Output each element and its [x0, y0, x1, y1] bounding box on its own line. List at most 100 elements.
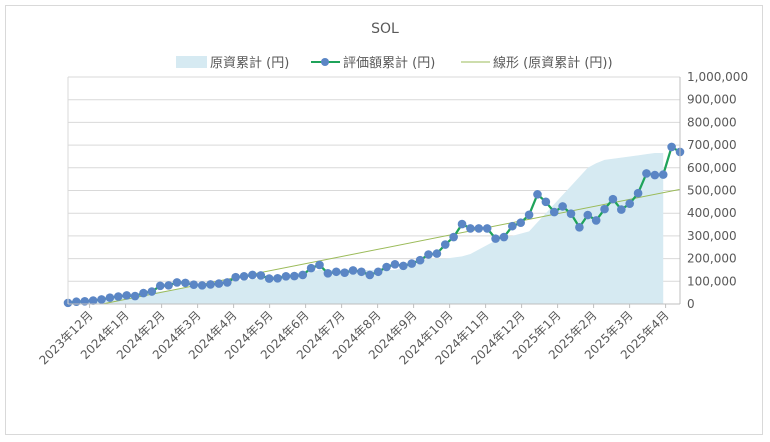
valuation-point — [122, 291, 131, 300]
valuation-point — [499, 232, 509, 242]
valuation-point — [315, 260, 324, 270]
valuation-point — [290, 271, 299, 281]
chart-title: SOL — [371, 21, 399, 37]
valuation-point — [222, 278, 232, 287]
valuation-point — [591, 216, 601, 225]
capital-area-shape — [68, 153, 664, 304]
valuation-point — [524, 210, 534, 220]
gridlines — [68, 76, 680, 282]
valuation-point — [474, 224, 484, 233]
y-tick-label: 1,000,000 — [687, 70, 748, 84]
valuation-point — [281, 272, 291, 281]
valuation-point — [172, 278, 182, 287]
valuation-point — [264, 274, 274, 283]
y-tick-label: 100,000 — [687, 274, 737, 288]
valuation-point — [466, 224, 475, 233]
valuation-point — [323, 269, 333, 278]
chart-svg: SOL 原資累計 (円) 評価額累計 (円) 線形 (原資累計 (円)) 0 10… — [36, 21, 748, 367]
valuation-point — [365, 270, 375, 280]
valuation-point — [239, 272, 249, 281]
valuation-point — [516, 218, 526, 228]
x-axis-ticks: 2023年12月2024年1月2024年2月2024年3月2024年4月2024… — [36, 304, 672, 367]
y-tick-label: 900,000 — [687, 93, 737, 107]
y-tick-label: 200,000 — [687, 252, 737, 266]
capital-area — [68, 153, 664, 304]
valuation-point — [575, 222, 584, 232]
valuation-point — [298, 270, 308, 280]
valuation-point — [541, 197, 551, 207]
valuation-point — [608, 194, 618, 204]
valuation-point — [130, 291, 140, 301]
valuation-point — [373, 267, 383, 277]
y-tick-label: 700,000 — [687, 138, 737, 152]
valuation-point — [432, 249, 442, 258]
valuation-point — [105, 293, 115, 302]
valuation-point — [650, 170, 660, 180]
valuation-point — [491, 234, 500, 243]
valuation-point — [533, 190, 542, 199]
valuation-point — [558, 202, 567, 211]
valuation-point — [449, 232, 458, 242]
valuation-point — [357, 267, 366, 277]
valuation-point — [667, 142, 676, 152]
valuation-point — [457, 219, 467, 229]
valuation-point — [658, 170, 668, 179]
valuation-point — [508, 221, 517, 231]
valuation-line — [63, 142, 685, 308]
valuation-point — [181, 278, 190, 288]
legend-marker-valuation — [321, 58, 329, 66]
legend-label-capital: 原資累計 (円) — [210, 55, 289, 71]
legend: 原資累計 (円) 評価額累計 (円) 線形 (原資累計 (円)) — [176, 55, 613, 71]
valuation-point — [139, 288, 148, 298]
valuation-point — [164, 281, 173, 290]
valuation-point — [415, 255, 425, 265]
valuation-point — [583, 210, 593, 220]
valuation-point — [566, 209, 576, 218]
valuation-point — [331, 267, 341, 277]
valuation-point — [72, 297, 81, 307]
y-tick-label: 500,000 — [687, 184, 737, 198]
y-axis-ticks: 0 100,000 200,000 300,000 400,000 500,000 600,… — [687, 70, 748, 311]
valuation-point — [390, 259, 400, 269]
y-tick-label: 0 — [687, 297, 695, 311]
valuation-point — [482, 224, 492, 233]
valuation-point — [256, 271, 266, 280]
valuation-point — [642, 169, 651, 178]
y-tick-label: 300,000 — [687, 229, 737, 243]
valuation-point — [88, 296, 98, 305]
valuation-point — [348, 266, 358, 275]
valuation-point — [625, 199, 634, 208]
valuation-point — [80, 296, 90, 306]
valuation-point — [340, 268, 349, 277]
y-tick-label: 800,000 — [687, 115, 737, 129]
chart-frame: SOL 原資累計 (円) 評価額累計 (円) 線形 (原資累計 (円)) 0 10… — [5, 5, 763, 435]
valuation-point — [231, 272, 240, 282]
legend-label-trendline: 線形 (原資累計 (円)) — [493, 55, 613, 71]
valuation-point — [424, 250, 433, 259]
valuation-point — [248, 270, 257, 280]
valuation-point — [155, 281, 165, 291]
valuation-point — [197, 281, 207, 290]
valuation-point — [273, 274, 282, 283]
valuation-point — [306, 263, 316, 273]
valuation-point — [600, 204, 609, 214]
y-tick-label: 400,000 — [687, 206, 737, 220]
legend-item-capital: 原資累計 (円) — [176, 55, 289, 71]
axes — [67, 77, 681, 305]
valuation-point — [114, 292, 123, 301]
valuation-point — [206, 280, 215, 289]
valuation-point — [97, 295, 106, 304]
valuation-point — [382, 262, 391, 272]
valuation-point — [633, 188, 643, 198]
valuation-point — [189, 280, 199, 290]
valuation-point — [617, 205, 626, 214]
valuation-point — [407, 259, 417, 268]
y-tick-label: 600,000 — [687, 161, 737, 175]
valuation-point — [214, 279, 224, 288]
valuation-point — [399, 261, 408, 271]
valuation-point — [440, 240, 450, 249]
legend-item-valuation: 評価額累計 (円) — [311, 55, 435, 71]
valuation-point — [549, 207, 559, 217]
legend-item-trendline: 線形 (原資累計 (円)) — [461, 55, 613, 71]
legend-label-valuation: 評価額累計 (円) — [343, 55, 435, 71]
